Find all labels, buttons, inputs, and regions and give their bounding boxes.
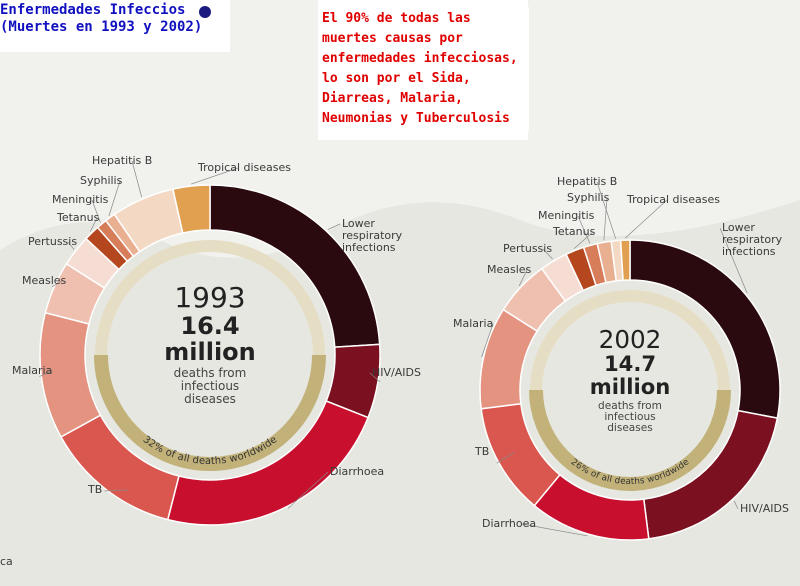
segment-label: Tetanus <box>553 225 596 238</box>
annotation: El 90% de todas las muertes causas por e… <box>320 7 529 131</box>
leader-line <box>104 489 129 492</box>
segment-label: HIV/AIDS <box>372 366 421 379</box>
inner-ring-band <box>529 389 731 491</box>
leader-line <box>733 500 739 510</box>
leader-line <box>624 199 668 239</box>
total-unit: million <box>589 373 671 399</box>
donut-segment <box>619 239 631 282</box>
segment-label: Measles <box>487 263 532 276</box>
leader-line <box>287 471 329 509</box>
segment-label: Diarrhoea <box>330 465 385 478</box>
segment-label: Hepatitis B <box>557 175 618 188</box>
leader-line <box>719 227 748 294</box>
thumb-icon <box>199 6 211 18</box>
leader-line <box>603 197 608 241</box>
leader-line <box>518 269 528 287</box>
leader-line <box>131 160 143 198</box>
segment-label: Meningitis <box>52 193 109 206</box>
total: 16.4 <box>180 312 240 340</box>
leader-line <box>577 215 591 244</box>
segment-label: Lower respiratory infections <box>722 221 783 258</box>
segment-label: Syphilis <box>80 174 123 187</box>
segment-label: Lower respiratory infections <box>342 217 403 254</box>
leader-line <box>327 223 341 230</box>
leader-line <box>596 181 617 239</box>
segment-label: Meningitis <box>538 209 595 222</box>
leader-line <box>542 248 553 260</box>
leader-line <box>108 180 121 216</box>
segment-label: Syphilis <box>567 191 610 204</box>
year: 2002 <box>598 324 662 354</box>
leader-line <box>191 167 239 185</box>
segment-label: TB <box>475 445 490 458</box>
segment-label: Pertussis <box>503 242 553 255</box>
segment-label: Hepatitis B <box>92 154 153 167</box>
inner-ring-band <box>94 354 326 471</box>
leader-line <box>369 372 381 383</box>
title: Enfermedades Infeccios <box>0 2 186 18</box>
title-box <box>0 0 230 52</box>
year: 1993 <box>174 281 246 314</box>
donut-segment <box>172 184 211 234</box>
segment-label: Diarrhoea <box>482 517 537 530</box>
segment-label: TB <box>88 483 103 496</box>
leader-line <box>67 241 75 250</box>
caption: deaths from infectious diseases <box>173 366 247 406</box>
segment-label: Tropical diseases <box>627 193 721 206</box>
segment-label: Pertussis <box>28 235 78 248</box>
leader-line <box>521 523 588 537</box>
leader-line <box>89 217 98 232</box>
leader-line <box>51 280 63 287</box>
leader-line <box>39 370 53 377</box>
leader-line <box>91 199 101 223</box>
segment-label: Malaria <box>12 364 53 377</box>
segment-label: HIV/AIDS <box>740 502 789 515</box>
title-block: Enfermedades Infeccios (Muertes en 1993 … <box>0 2 202 36</box>
segment-label: Tetanus <box>57 211 100 224</box>
leader-line <box>496 451 516 464</box>
segment-label: Malaria <box>453 317 494 330</box>
caption: deaths from infectious diseases <box>598 399 662 435</box>
leader-line <box>573 231 594 249</box>
segment-label: Tropical diseases <box>198 161 292 174</box>
subtitle: (Muertes en 1993 y 2002) <box>0 19 203 35</box>
leader-line <box>481 323 494 357</box>
total-unit: million <box>164 338 256 366</box>
footer-fragment: ca <box>0 555 13 568</box>
total: 14.7 <box>603 351 657 377</box>
segment-label: Measles <box>22 274 67 287</box>
